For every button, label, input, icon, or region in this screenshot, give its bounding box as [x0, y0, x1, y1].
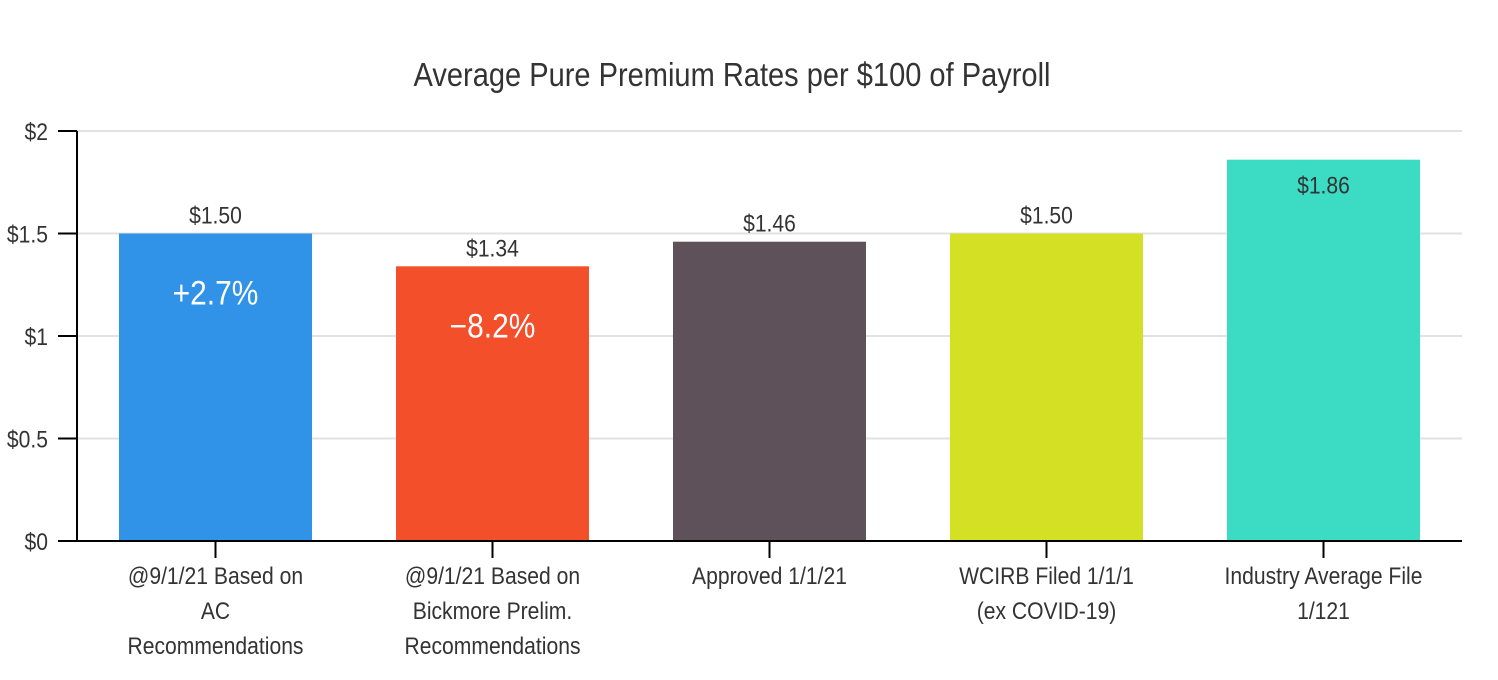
x-tick-label: AC: [201, 598, 230, 625]
data-label: $1.46: [743, 210, 796, 237]
bar: [673, 241, 866, 541]
x-tick-label: Bickmore Prelim.: [413, 598, 573, 625]
x-tick-label: Approved 1/1/21: [692, 563, 847, 590]
bar: [950, 233, 1143, 541]
x-tick-label: Industry Average File: [1225, 563, 1423, 590]
x-tick-label: Recommendations: [405, 633, 581, 660]
bar: [396, 266, 589, 541]
data-label: $1.86: [1297, 172, 1350, 199]
x-tick-label: @9/1/21 Based on: [128, 563, 303, 590]
x-tick-label: @9/1/21 Based on: [405, 563, 580, 590]
data-label: $1.50: [1020, 202, 1073, 229]
x-tick-label: Recommendations: [128, 633, 304, 660]
y-tick-label: $1: [25, 324, 48, 351]
y-tick-label: $0.5: [7, 426, 48, 453]
data-label: $1.34: [466, 235, 519, 262]
change-annotation: −8.2%: [450, 307, 536, 345]
change-annotation: +2.7%: [173, 274, 259, 312]
bar: [119, 233, 312, 541]
bar: [1227, 159, 1420, 541]
x-tick-label: 1/121: [1297, 598, 1350, 625]
y-tick-label: $0: [25, 529, 48, 556]
y-tick-label: $2: [25, 119, 48, 146]
x-tick-label: (ex COVID-19): [977, 598, 1117, 625]
y-tick-label: $1.5: [7, 221, 48, 248]
chart-title: Average Pure Premium Rates per $100 of P…: [414, 56, 1051, 93]
x-tick-label: WCIRB Filed 1/1/1: [959, 563, 1134, 590]
data-label: $1.50: [189, 202, 242, 229]
